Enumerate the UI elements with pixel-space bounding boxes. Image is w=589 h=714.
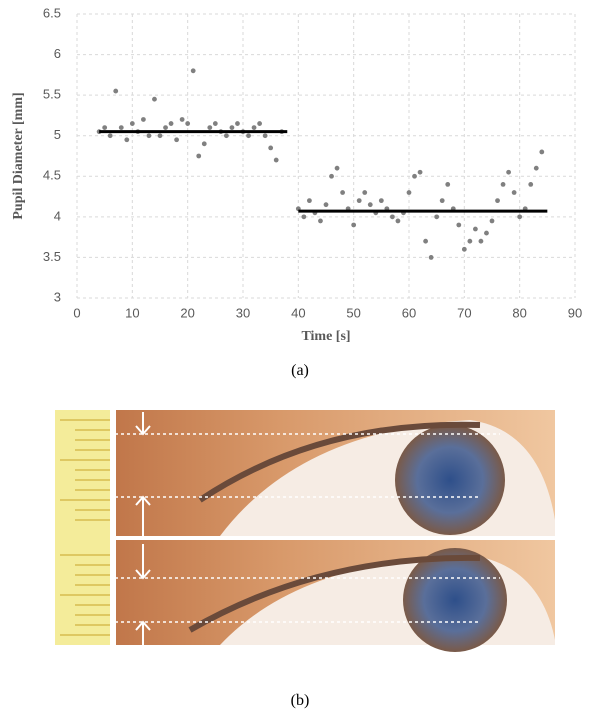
scatter-point xyxy=(461,246,467,252)
y-tick-label: 4.5 xyxy=(43,168,61,183)
scatter-point xyxy=(367,202,373,208)
scatter-point xyxy=(141,117,146,122)
scatter-point xyxy=(129,121,135,126)
scatter-point xyxy=(329,173,334,179)
scatter-point xyxy=(467,238,473,244)
y-tick-label: 3.5 xyxy=(43,249,61,264)
scatter-point xyxy=(406,190,412,195)
scatter-point xyxy=(246,133,251,139)
x-tick-label: 20 xyxy=(180,305,194,320)
scatter-point xyxy=(268,145,274,151)
caption: (b) xyxy=(291,692,310,709)
scatter-point xyxy=(273,157,279,163)
scatter-point xyxy=(318,218,323,224)
y-tick-label: 4 xyxy=(54,208,61,223)
scatter-point xyxy=(146,133,152,139)
scatter-point xyxy=(235,121,240,126)
x-axis-label: Time [s] xyxy=(301,329,350,344)
x-tick-label: 10 xyxy=(125,305,139,320)
scatter-point xyxy=(423,238,428,244)
x-tick-label: 60 xyxy=(402,305,416,320)
scatter-point xyxy=(185,121,191,126)
scatter-point xyxy=(533,165,539,171)
scatter-point xyxy=(417,169,423,175)
scatter-point xyxy=(340,190,345,195)
y-tick-label: 5 xyxy=(54,127,61,142)
scatter-point xyxy=(152,96,157,102)
scatter-point xyxy=(207,125,213,130)
x-tick-label: 90 xyxy=(568,305,582,320)
scatter-point xyxy=(157,133,163,139)
scatter-point xyxy=(102,125,108,130)
scatter-point xyxy=(257,121,262,126)
y-tick-label: 6 xyxy=(54,46,61,61)
y-axis-label: Pupil Diameter [mm] xyxy=(11,92,26,219)
x-tick-label: 80 xyxy=(512,305,526,320)
scatter-point xyxy=(201,141,207,147)
scatter-point xyxy=(196,153,202,159)
y-tick-label: 5.5 xyxy=(43,87,61,102)
scatter-point xyxy=(124,137,130,143)
scatter-point xyxy=(251,125,257,130)
scatter-point xyxy=(334,165,340,171)
scatter-point xyxy=(362,190,368,195)
x-tick-label: 50 xyxy=(346,305,360,320)
x-tick-label: 40 xyxy=(291,305,305,320)
scatter-point xyxy=(539,149,545,155)
eye-photo xyxy=(55,410,555,652)
scatter-point xyxy=(445,182,451,187)
scatter-point xyxy=(351,222,357,228)
scatter-point xyxy=(489,218,495,224)
scatter-point xyxy=(113,88,119,94)
scatter-point xyxy=(390,214,395,220)
scatter-point xyxy=(473,226,478,232)
scatter-point xyxy=(528,182,534,187)
scatter-point xyxy=(395,218,401,224)
y-tick-label: 6.5 xyxy=(43,5,61,20)
x-tick-label: 0 xyxy=(73,305,80,320)
scatter-point xyxy=(439,198,445,204)
x-tick-label: 70 xyxy=(457,305,471,320)
scatter-point xyxy=(262,133,268,139)
scatter-point xyxy=(456,222,462,228)
scatter-point xyxy=(179,117,185,122)
scatter-point xyxy=(168,121,174,126)
scatter-point xyxy=(163,125,168,130)
scatter-point xyxy=(323,202,329,208)
scatter-point xyxy=(356,198,362,204)
x-tick-label: 30 xyxy=(236,305,250,320)
scatter-point xyxy=(224,133,229,139)
scatter-point xyxy=(307,198,312,204)
scatter-point xyxy=(506,169,511,175)
scatter-point xyxy=(511,190,517,195)
scatter-point xyxy=(484,230,489,236)
scatter-point xyxy=(174,137,180,143)
scatter-point xyxy=(478,238,484,244)
scatter-point xyxy=(190,68,196,74)
scatter-point xyxy=(428,255,434,260)
scatter-point xyxy=(412,173,417,179)
scatter-point xyxy=(495,198,500,204)
scatter-point xyxy=(517,214,523,220)
scatter-point xyxy=(500,182,506,187)
caption: (a) xyxy=(291,362,309,379)
scatter-point xyxy=(378,198,384,204)
scatter-point xyxy=(212,121,218,126)
scatter-point xyxy=(107,133,113,139)
scatter-point xyxy=(301,214,307,220)
scatter-point xyxy=(434,214,440,220)
y-tick-label: 3 xyxy=(54,289,61,304)
scatter-point xyxy=(118,125,124,130)
scatter-point xyxy=(229,125,235,130)
